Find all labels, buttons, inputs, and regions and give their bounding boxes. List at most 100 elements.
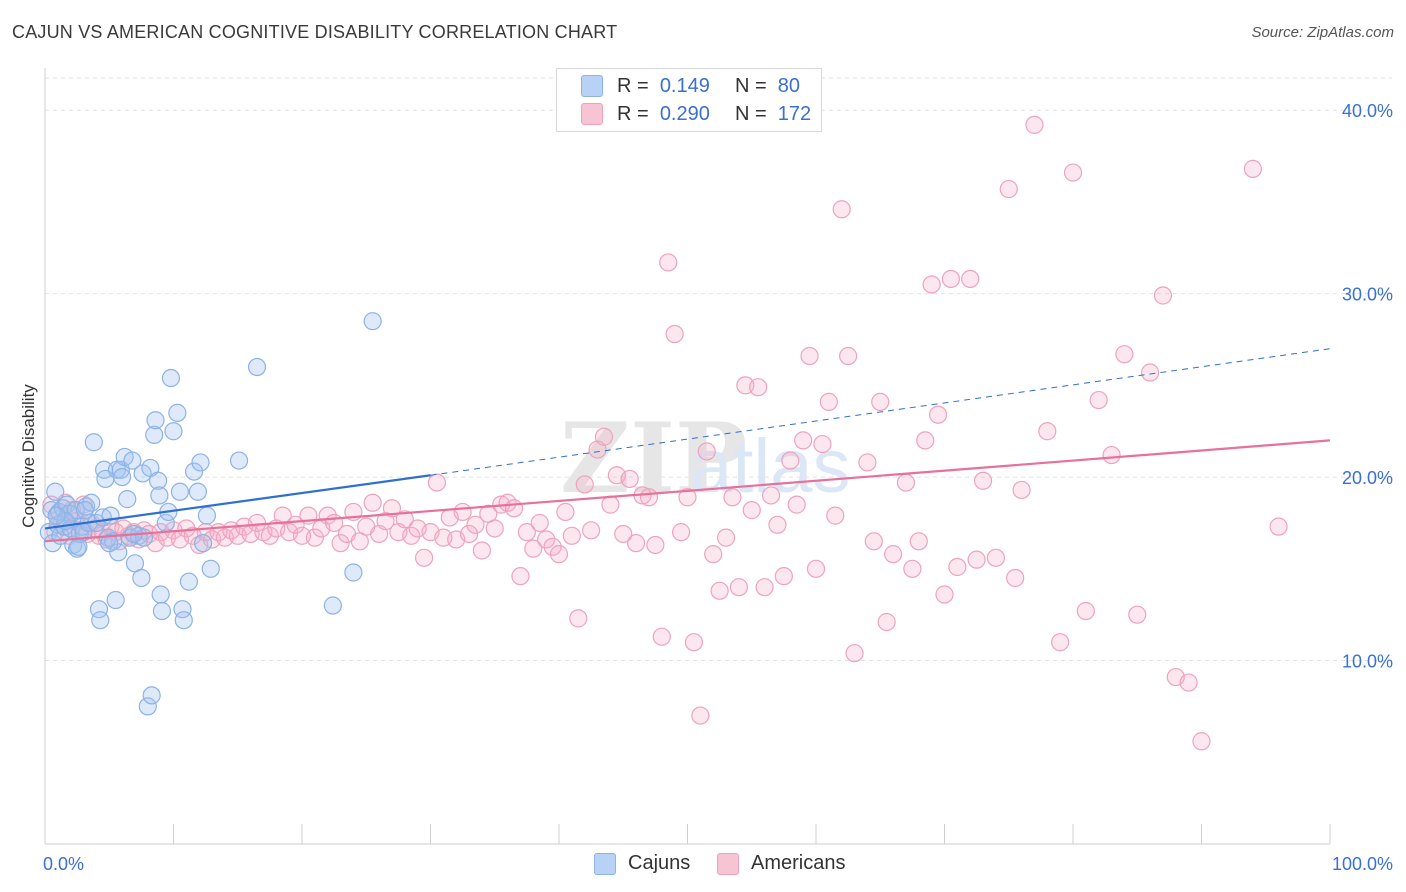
source-note: Source: ZipAtlas.com: [1251, 24, 1394, 41]
american-point: [1012, 480, 1031, 500]
american-point: [691, 706, 710, 725]
cajun-point: [138, 697, 157, 716]
american-point: [620, 469, 639, 489]
american-point: [928, 405, 948, 424]
legend-swatch-americans: [717, 852, 739, 875]
american-point: [806, 559, 826, 578]
y-tick-label: 10.0%: [1342, 652, 1393, 672]
legend-n-value-cajuns: 80: [777, 74, 800, 97]
cajun-point: [191, 453, 210, 472]
american-point: [626, 534, 646, 553]
american-point: [601, 495, 620, 514]
american-point: [858, 453, 877, 472]
american-point: [864, 532, 883, 551]
american-point: [716, 528, 736, 547]
cajun-point: [197, 506, 217, 525]
cajun-point: [123, 451, 142, 470]
american-point: [659, 253, 678, 272]
legend-swatch-americans: [581, 103, 603, 125]
american-point: [305, 528, 324, 547]
cajun-trend-line: [44, 474, 431, 530]
american-point: [549, 545, 569, 564]
american-point: [1153, 286, 1173, 305]
cajun-point: [247, 357, 267, 377]
cajun-point: [91, 611, 110, 630]
american-point: [273, 506, 292, 525]
legend-item-cajuns[interactable]: Cajuns: [594, 852, 690, 875]
chart-title: CAJUN VS AMERICAN COGNITIVE DISABILITY C…: [12, 22, 618, 42]
cajun-point: [142, 686, 161, 705]
cajun-point: [132, 568, 151, 588]
american-point: [517, 523, 536, 542]
american-point: [909, 532, 928, 551]
trend-lines: [44, 348, 1331, 543]
legend-label-americans: Americans: [751, 852, 846, 874]
cajun-point: [164, 422, 183, 441]
x-tick-label: 0.0%: [43, 854, 84, 874]
legend-n-value-americans: 172: [777, 102, 812, 125]
american-point: [774, 567, 793, 586]
american-point: [1089, 390, 1108, 410]
american-point: [569, 609, 588, 628]
cajun-point: [112, 467, 132, 487]
american-point: [948, 557, 967, 577]
cajun-point: [47, 506, 66, 525]
american-point: [986, 548, 1006, 567]
legend-r-value-cajuns: 0.149: [659, 74, 710, 97]
cajun-point: [75, 501, 94, 520]
legend-item-americans[interactable]: Americans: [717, 852, 845, 875]
american-point: [459, 524, 479, 544]
cajun-point: [344, 563, 363, 582]
grid-lines: [45, 77, 1392, 662]
american-point: [916, 431, 935, 450]
american-point: [1051, 633, 1070, 652]
cajun-trend-extension: [430, 348, 1331, 476]
cajun-point: [150, 486, 169, 505]
american-point: [1006, 568, 1025, 588]
watermark-zip: ZIP: [560, 402, 747, 515]
cajun-point: [323, 596, 342, 615]
american-point: [710, 581, 729, 600]
american-point: [646, 535, 665, 555]
american-point: [768, 515, 787, 534]
american-point: [427, 473, 447, 492]
american-point: [723, 488, 742, 507]
american-point: [1140, 363, 1160, 382]
american-point: [665, 324, 684, 344]
american-point: [1269, 517, 1288, 536]
american-point: [582, 521, 601, 540]
american-point: [614, 524, 633, 544]
tick-labels: 10.0% 20.0% 30.0% 40.0% 0.0% 100.0%: [43, 101, 1393, 874]
american-point: [414, 548, 434, 567]
legend-row-cajuns: R = 0.149 N = 80: [581, 73, 800, 99]
cajun-point: [161, 368, 181, 388]
cajun-point: [101, 506, 120, 525]
american-point: [729, 578, 749, 597]
american-point: [556, 502, 575, 522]
cajun-point: [168, 403, 187, 422]
american-point: [941, 269, 961, 289]
cajun-point: [106, 590, 125, 610]
american-point: [530, 513, 549, 533]
american-point: [466, 515, 485, 534]
american-point: [1063, 163, 1083, 182]
american-point: [453, 502, 472, 522]
american-point: [877, 612, 896, 632]
cajun-point: [174, 611, 193, 630]
american-point: [1115, 345, 1134, 364]
cajun-point: [201, 559, 220, 578]
american-point: [845, 644, 864, 663]
american-point: [524, 539, 543, 558]
american-point: [749, 378, 768, 397]
cajun-point: [179, 572, 199, 591]
x-tick-label: 100.0%: [1332, 854, 1393, 874]
watermark: ZIP atlas: [560, 402, 851, 515]
american-point: [395, 510, 414, 529]
american-point: [684, 633, 704, 652]
cajun-point: [46, 482, 65, 501]
american-point: [678, 488, 697, 507]
american-point: [839, 346, 858, 366]
legend-r-label: R =: [617, 102, 649, 125]
american-point: [973, 471, 993, 490]
